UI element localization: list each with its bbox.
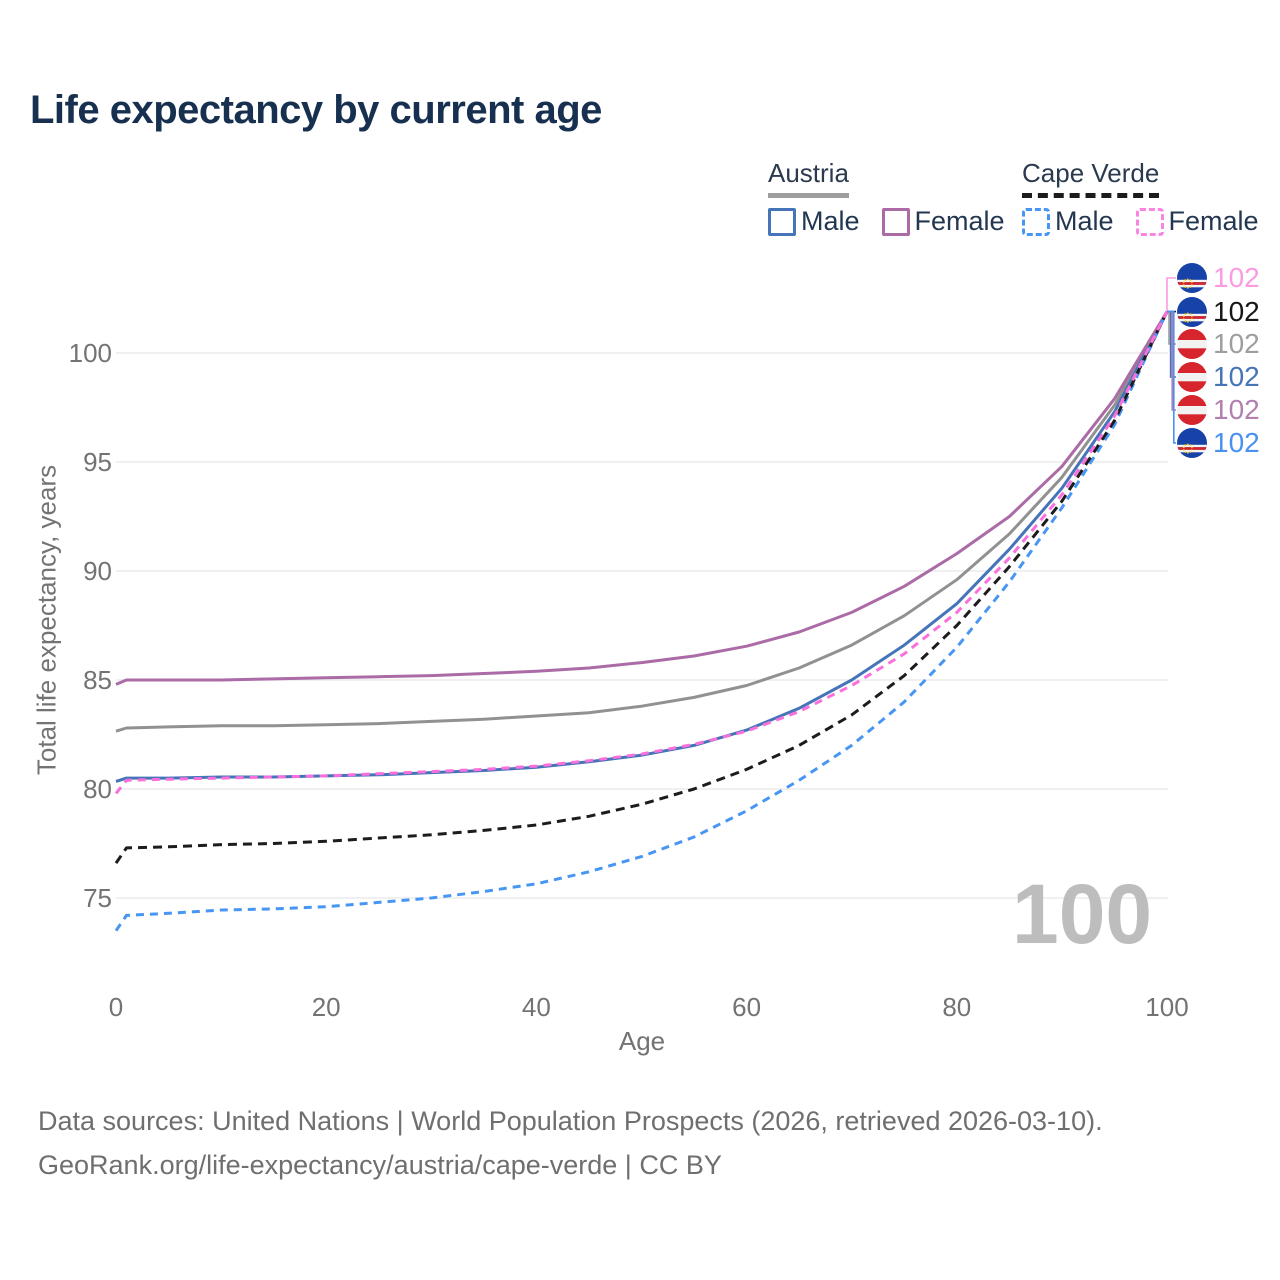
austria-female-swatch-icon [881, 207, 910, 236]
end-label-row-cape-verde-female: 102 [1177, 262, 1260, 294]
cape-verde-flag-icon [1177, 263, 1207, 293]
legend-item-cape-verde-male[interactable]: Male [1022, 206, 1114, 237]
end-label-value: 102 [1213, 361, 1260, 392]
footer: Data sources: United Nations | World Pop… [38, 1100, 1103, 1187]
page-title: Life expectancy by current age [30, 88, 602, 132]
end-label-row-austria-male: 102 [1177, 361, 1260, 393]
series-line-cape-verde-total [114, 310, 1169, 864]
end-label-row-cape-verde-male: 102 [1177, 427, 1260, 459]
y-tick-label: 75 [83, 883, 112, 913]
series-line-cape-verde-male [114, 310, 1169, 932]
x-axis-title: Age [618, 1026, 666, 1056]
age-watermark: 100 [1012, 867, 1153, 961]
x-tick-label: 80 [942, 992, 972, 1022]
series-lines [114, 310, 1169, 932]
cape-verde-female-swatch-icon [1135, 207, 1164, 236]
legend-country-cape-verde: Cape Verde [1022, 158, 1160, 198]
y-tick-label: 100 [68, 338, 112, 368]
y-tick-label: 80 [83, 774, 112, 804]
cape-verde-flag-icon [1177, 428, 1207, 458]
x-tick-label: 0 [108, 992, 124, 1022]
series-line-cape-verde-female [114, 310, 1169, 795]
series-line-austria-total [115, 310, 1169, 733]
footer-credit-line: GeoRank.org/life-expectancy/austria/cape… [38, 1149, 722, 1180]
legend-group-austria: Austria Male Female [768, 158, 1027, 237]
legend-label-cape-verde-male: Male [1055, 206, 1114, 236]
legend-label-austria-female: Female [914, 206, 1005, 236]
legend-label-cape-verde-female: Female [1168, 206, 1259, 236]
x-tick-label: 100 [1145, 992, 1189, 1022]
end-label-row-austria-female: 102 [1177, 394, 1260, 426]
legend-item-cape-verde-female[interactable]: Female [1135, 206, 1259, 237]
x-tick-label: 60 [732, 992, 762, 1022]
legend-country-austria: Austria [768, 158, 849, 198]
legend-item-austria-male[interactable]: Male [768, 206, 860, 237]
series-line-austria-male [115, 310, 1169, 783]
cape-verde-male-swatch-icon [1022, 207, 1050, 236]
series-line-austria-female [115, 310, 1169, 686]
austria-flag-icon [1177, 362, 1207, 392]
austria-flag-icon [1177, 395, 1207, 425]
legend-items-austria: Male Female [768, 206, 1027, 237]
end-label-row-cape-verde-total: 102 [1177, 296, 1260, 328]
y-tick-label: 85 [83, 665, 112, 695]
end-label-value: 102 [1213, 262, 1260, 293]
end-label-value: 102 [1213, 427, 1260, 458]
end-label-value: 102 [1213, 328, 1260, 359]
x-tick-label: 40 [521, 992, 551, 1022]
leader-lines [1166, 277, 1176, 444]
y-tick-label: 95 [83, 447, 112, 477]
cape-verde-flag-icon [1177, 297, 1207, 327]
leader-line [1166, 277, 1176, 312]
y-tick-label: 90 [83, 556, 112, 586]
gridlines [116, 352, 1168, 899]
legend-label-austria-male: Male [801, 206, 860, 236]
footer-sources-line: Data sources: United Nations | World Pop… [38, 1106, 1103, 1136]
austria-flag-icon [1177, 329, 1207, 359]
leader-line [1167, 310, 1176, 444]
legend-item-austria-female[interactable]: Female [881, 206, 1005, 237]
end-label-value: 102 [1213, 394, 1260, 425]
austria-male-swatch-icon [768, 207, 796, 236]
end-label-value: 102 [1213, 296, 1260, 327]
legend-group-cape-verde: Cape Verde Male Female [1022, 158, 1280, 237]
x-tick-label: 20 [311, 992, 341, 1022]
legend-items-cape-verde: Male Female [1022, 206, 1280, 237]
end-label-row-austria-total: 102 [1177, 328, 1260, 360]
